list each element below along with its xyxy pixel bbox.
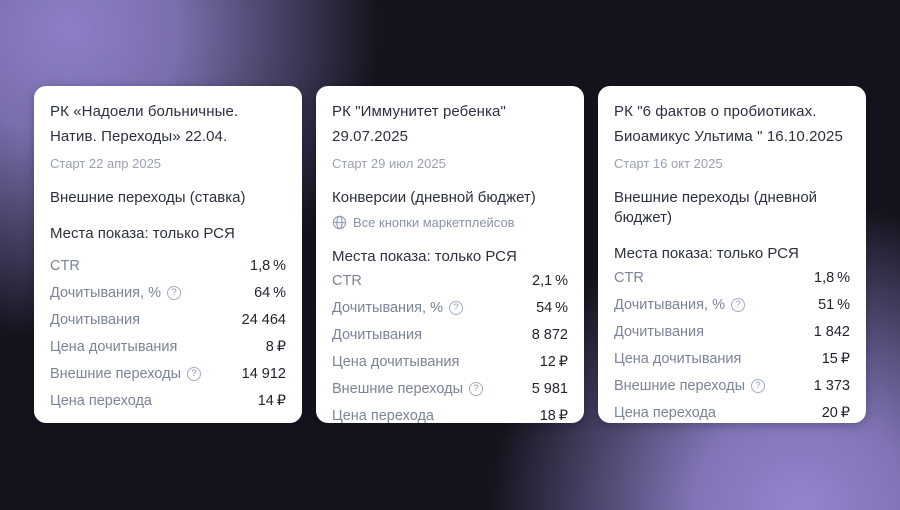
campaign-card-2[interactable]: РК "Иммунитет ребенка" 29.07.2025 Старт … — [316, 86, 584, 424]
stat-value: 54 % — [536, 299, 568, 316]
stat-row-read-percent: Дочитывания, %? 51 % — [614, 291, 850, 318]
campaign-title: РК "Иммунитет ребенка" 29.07.2025 — [332, 103, 506, 145]
campaign-start-date: Старт 16 окт 2025 — [614, 156, 723, 171]
stat-row-read-cost: Цена дочитывания 15 ₽ — [614, 345, 850, 372]
stat-row-read-cost: Цена дочитывания 8 ₽ — [50, 333, 286, 360]
stat-value: 1,8 % — [814, 269, 850, 286]
stat-row-ctr: CTR 2,1 % — [332, 267, 568, 294]
stat-row-reads: Дочитывания 24 464 — [50, 306, 286, 333]
stat-label: Дочитывания — [50, 311, 141, 328]
stat-value: 12 ₽ — [539, 353, 568, 370]
stat-value: 8 872 — [531, 326, 568, 343]
stat-label: Цена дочитывания — [50, 338, 178, 355]
stat-row-ctr: CTR 1,8 % — [614, 264, 850, 291]
stat-label: Цена дочитывания — [332, 353, 460, 370]
stat-label: Дочитывания — [332, 326, 423, 343]
stat-label: CTR — [614, 269, 644, 286]
stat-value: 18 ₽ — [539, 407, 568, 424]
help-icon[interactable]: ? — [187, 366, 202, 381]
stat-value: 1 373 — [813, 377, 850, 394]
campaign-title: РК «Надоели больничные. Натив. Переходы»… — [50, 103, 239, 145]
help-icon[interactable]: ? — [166, 285, 181, 300]
stat-value: 14 912 — [241, 365, 286, 382]
stat-label: Дочитывания, % — [332, 299, 443, 316]
stat-row-click-cost: Цена перехода 14 ₽ — [50, 387, 286, 414]
goal-note-label: Все кнопки маркетплейсов — [353, 215, 515, 230]
stat-label: Внешние переходы — [50, 365, 182, 382]
stat-row-click-cost: Цена перехода 18 ₽ — [332, 402, 568, 429]
stat-label: Цена дочитывания — [614, 350, 742, 367]
campaign-placement: Места показа: только РСЯ — [50, 225, 235, 242]
stat-row-click-cost: Цена перехода 20 ₽ — [614, 399, 850, 426]
campaign-stats: CTR 1,8 % Дочитывания, %? 64 % Дочитыван… — [50, 252, 286, 414]
campaign-title: РК "6 фактов о пробиотиках. Биоамикус Ул… — [614, 103, 843, 145]
globe-icon — [332, 215, 347, 230]
help-icon[interactable]: ? — [730, 297, 745, 312]
campaign-placement: Места показа: только РСЯ — [332, 248, 517, 265]
campaign-cards-row: РК «Надоели больничные. Натив. Переходы»… — [34, 86, 866, 424]
stat-label: CTR — [332, 272, 362, 289]
stat-value: 64 % — [254, 284, 286, 301]
campaign-start-date: Старт 22 апр 2025 — [50, 156, 162, 171]
stat-value: 24 464 — [241, 311, 286, 328]
stat-row-reads: Дочитывания 8 872 — [332, 321, 568, 348]
campaign-start-date: Старт 29 июл 2025 — [332, 156, 446, 171]
stat-row-ctr: CTR 1,8 % — [50, 252, 286, 279]
stat-row-read-percent: Дочитывания, %? 54 % — [332, 294, 568, 321]
stat-label: Цена перехода — [50, 392, 152, 409]
campaign-strategy: Конверсии (дневной бюджет) — [332, 189, 536, 206]
campaign-goal-note: Все кнопки маркетплейсов — [332, 214, 568, 231]
stat-value: 8 ₽ — [265, 338, 286, 355]
stat-row-external-clicks: Внешние переходы? 14 912 — [50, 360, 286, 387]
campaign-card-3[interactable]: РК "6 фактов о пробиотиках. Биоамикус Ул… — [598, 86, 866, 423]
stat-value: 51 % — [818, 296, 850, 313]
stat-value: 1,8 % — [250, 257, 286, 274]
stat-value: 15 ₽ — [821, 350, 850, 367]
stat-label: Внешние переходы — [614, 377, 746, 394]
stat-row-external-clicks: Внешние переходы? 1 373 — [614, 372, 850, 399]
stat-row-read-percent: Дочитывания, %? 64 % — [50, 279, 286, 306]
help-icon[interactable]: ? — [751, 378, 766, 393]
stat-label: Цена перехода — [614, 404, 716, 421]
campaign-card-1[interactable]: РК «Надоели больничные. Натив. Переходы»… — [34, 86, 302, 423]
campaign-strategy: Внешние переходы (дневной бюджет) — [614, 189, 818, 226]
stat-row-reads: Дочитывания 1 842 — [614, 318, 850, 345]
campaign-strategy: Внешние переходы (ставка) — [50, 189, 246, 206]
stat-value: 2,1 % — [532, 272, 568, 289]
campaign-placement: Места показа: только РСЯ — [614, 245, 799, 262]
stat-label: Внешние переходы — [332, 380, 464, 397]
campaign-stats: CTR 2,1 % Дочитывания, %? 54 % Дочитыван… — [332, 267, 568, 429]
stat-value: 14 ₽ — [257, 392, 286, 409]
help-icon[interactable]: ? — [448, 300, 463, 315]
stat-label: Цена перехода — [332, 407, 434, 424]
stat-label: Дочитывания — [614, 323, 705, 340]
campaign-stats: CTR 1,8 % Дочитывания, %? 51 % Дочитыван… — [614, 264, 850, 426]
help-icon[interactable]: ? — [469, 381, 484, 396]
stat-value: 20 ₽ — [821, 404, 850, 421]
stat-row-external-clicks: Внешние переходы? 5 981 — [332, 375, 568, 402]
stat-label: Дочитывания, % — [50, 284, 161, 301]
stat-value: 1 842 — [813, 323, 850, 340]
stat-label: CTR — [50, 257, 80, 274]
stat-label: Дочитывания, % — [614, 296, 725, 313]
stat-value: 5 981 — [531, 380, 568, 397]
stat-row-read-cost: Цена дочитывания 12 ₽ — [332, 348, 568, 375]
